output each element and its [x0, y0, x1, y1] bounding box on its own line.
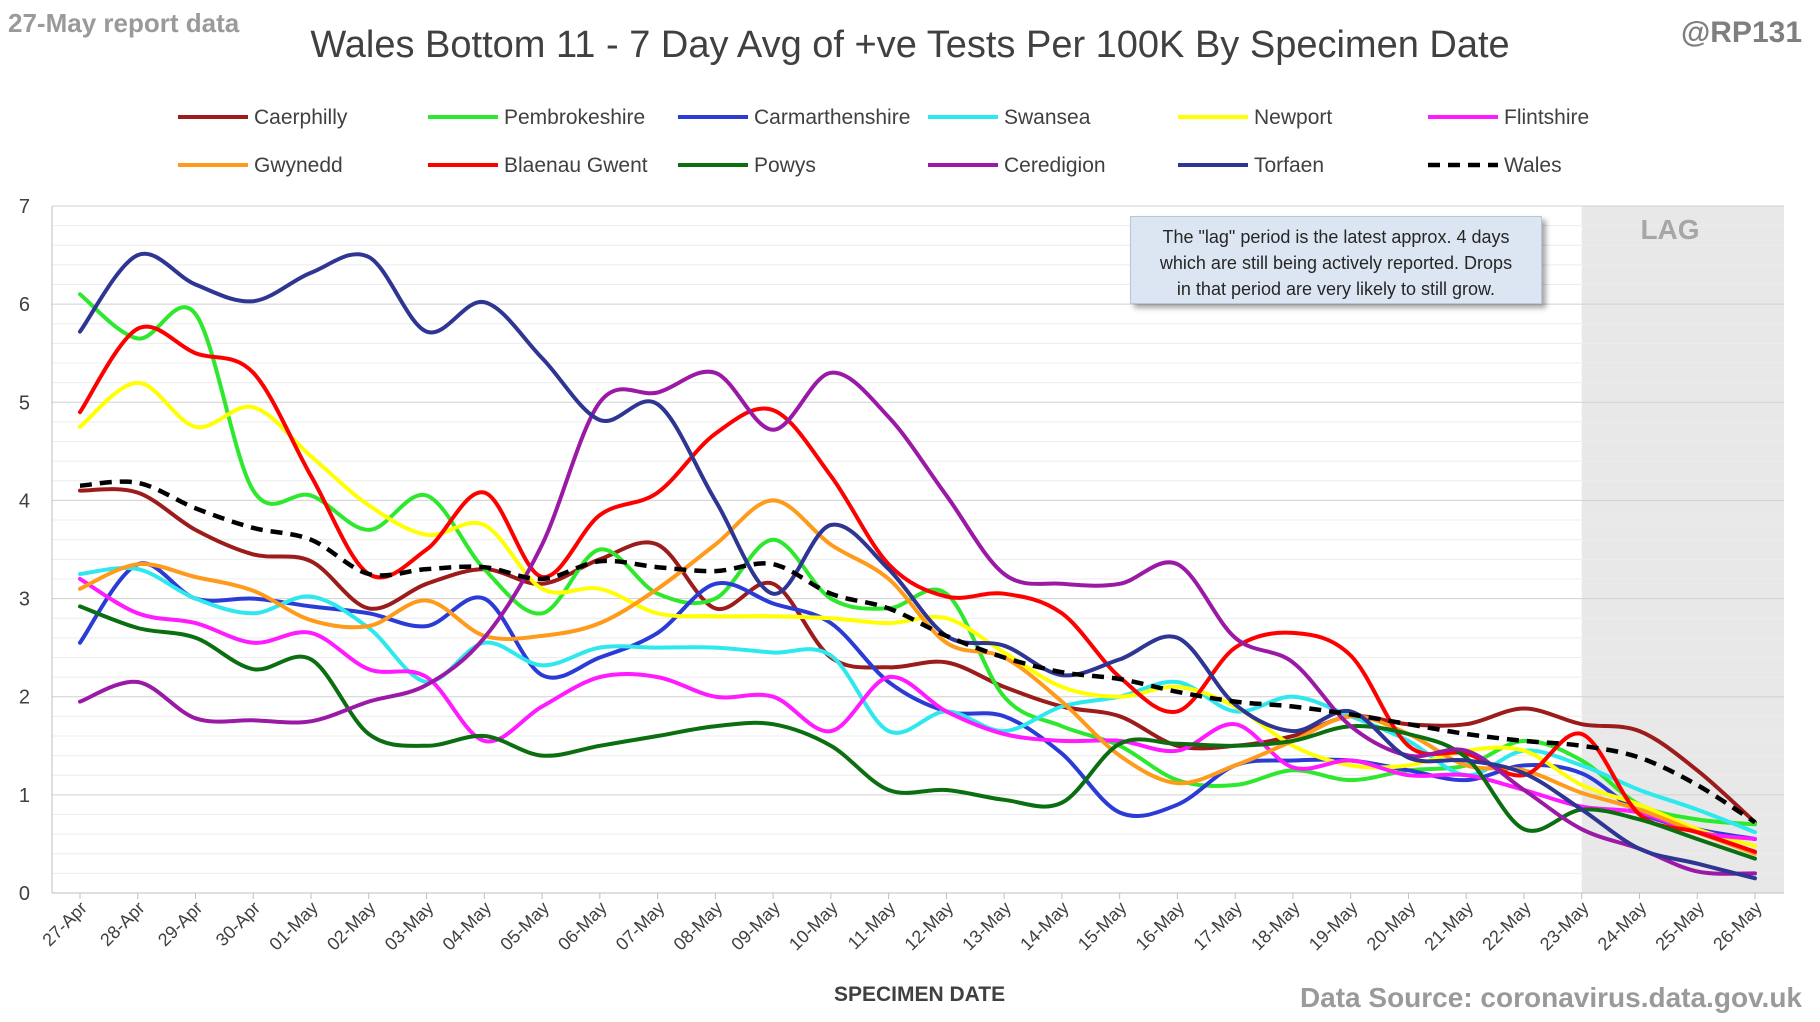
x-tick-label: 08-May	[670, 898, 727, 955]
x-tick-label: 19-May	[1305, 898, 1362, 955]
legend-label: Ceredigion	[1004, 154, 1106, 177]
series-line-gwynedd	[78, 498, 1757, 856]
x-tick-label: 13-May	[958, 898, 1015, 955]
x-tick-label: 16-May	[1132, 898, 1189, 955]
x-tick-label: 01-May	[265, 898, 322, 955]
y-tick-label: 1	[19, 785, 30, 807]
legend-label: Carmarthenshire	[754, 106, 910, 129]
lag-label: LAG	[1640, 214, 1700, 245]
x-tick-label: 22-May	[1478, 898, 1535, 955]
y-tick-label: 0	[19, 883, 30, 905]
lag-note-line: The "lag" period is the latest approx. 4…	[1162, 227, 1510, 247]
x-tick-label: 27-Apr	[38, 898, 90, 950]
series-line-flintshire	[78, 576, 1757, 841]
x-tick-label: 21-May	[1420, 898, 1477, 955]
x-tick-label: 14-May	[1016, 898, 1073, 955]
report-date-label: 27-May report data	[8, 8, 240, 38]
legend-label: Blaenau Gwent	[504, 154, 648, 177]
legend-label: Newport	[1254, 106, 1332, 129]
lag-note-line: which are still being actively reported.…	[1159, 253, 1513, 273]
series-line-powys	[78, 604, 1757, 861]
x-tick-label: 11-May	[844, 898, 900, 954]
x-tick-label: 23-May	[1536, 898, 1593, 955]
legend-label: Swansea	[1004, 106, 1091, 129]
lag-note-line: in that period are very likely to still …	[1176, 279, 1496, 299]
legend-label: Wales	[1504, 154, 1562, 177]
series-line-torfaen	[78, 251, 1757, 881]
y-tick-label: 3	[19, 589, 30, 611]
series-line-wales	[79, 479, 1757, 825]
legend-label: Powys	[754, 154, 816, 177]
x-tick-label: 18-May	[1247, 898, 1304, 955]
x-tick-label: 29-Apr	[154, 898, 206, 950]
legend-label: Caerphilly	[254, 106, 348, 129]
legend-label: Flintshire	[1504, 106, 1589, 129]
lag-note-box: The "lag" period is the latest approx. 4…	[1130, 216, 1542, 304]
x-tick-label: 02-May	[323, 898, 380, 955]
series-line-caerphilly	[78, 487, 1757, 825]
y-tick-label: 7	[19, 196, 30, 218]
chart-title: Wales Bottom 11 - 7 Day Avg of +ve Tests…	[310, 24, 1510, 66]
x-axis-title: SPECIMEN DATE	[834, 983, 1006, 1006]
x-tick-label: 10-May	[785, 898, 842, 955]
legend-label: Gwynedd	[254, 154, 343, 177]
series-line-carmarthenshire	[78, 561, 1757, 841]
x-tick-label: 20-May	[1363, 898, 1420, 955]
series-line-pembrokeshire	[78, 292, 1757, 827]
y-tick-label: 6	[19, 294, 30, 316]
x-tick-label: 17-May	[1189, 898, 1246, 955]
x-tick-label: 07-May	[612, 898, 669, 955]
x-tick-label: 30-Apr	[212, 898, 264, 950]
author-handle: @RP131	[1681, 16, 1802, 49]
y-tick-label: 2	[19, 687, 30, 709]
x-tick-label: 09-May	[727, 898, 784, 955]
x-tick-label: 26-May	[1709, 898, 1766, 955]
lag-region	[1581, 206, 1784, 893]
x-tick-label: 03-May	[381, 898, 438, 955]
x-tick-label: 12-May	[901, 898, 958, 955]
x-tick-label: 04-May	[439, 898, 496, 955]
y-tick-label: 4	[19, 490, 30, 512]
legend-label: Torfaen	[1254, 154, 1324, 177]
x-tick-label: 05-May	[496, 898, 553, 955]
series-line-blaenau-gwent	[78, 324, 1757, 854]
x-tick-label: 06-May	[554, 898, 611, 955]
x-tick-label: 24-May	[1594, 898, 1651, 955]
data-source-label: Data Source: coronavirus.data.gov.uk	[1299, 982, 1802, 1013]
x-tick-label: 15-May	[1074, 898, 1131, 955]
series-line-ceredigion	[78, 369, 1757, 876]
y-tick-label: 5	[19, 392, 30, 414]
legend-label: Pembrokeshire	[504, 106, 645, 129]
x-tick-label: 25-May	[1651, 898, 1708, 955]
x-tick-label: 28-Apr	[96, 898, 148, 950]
